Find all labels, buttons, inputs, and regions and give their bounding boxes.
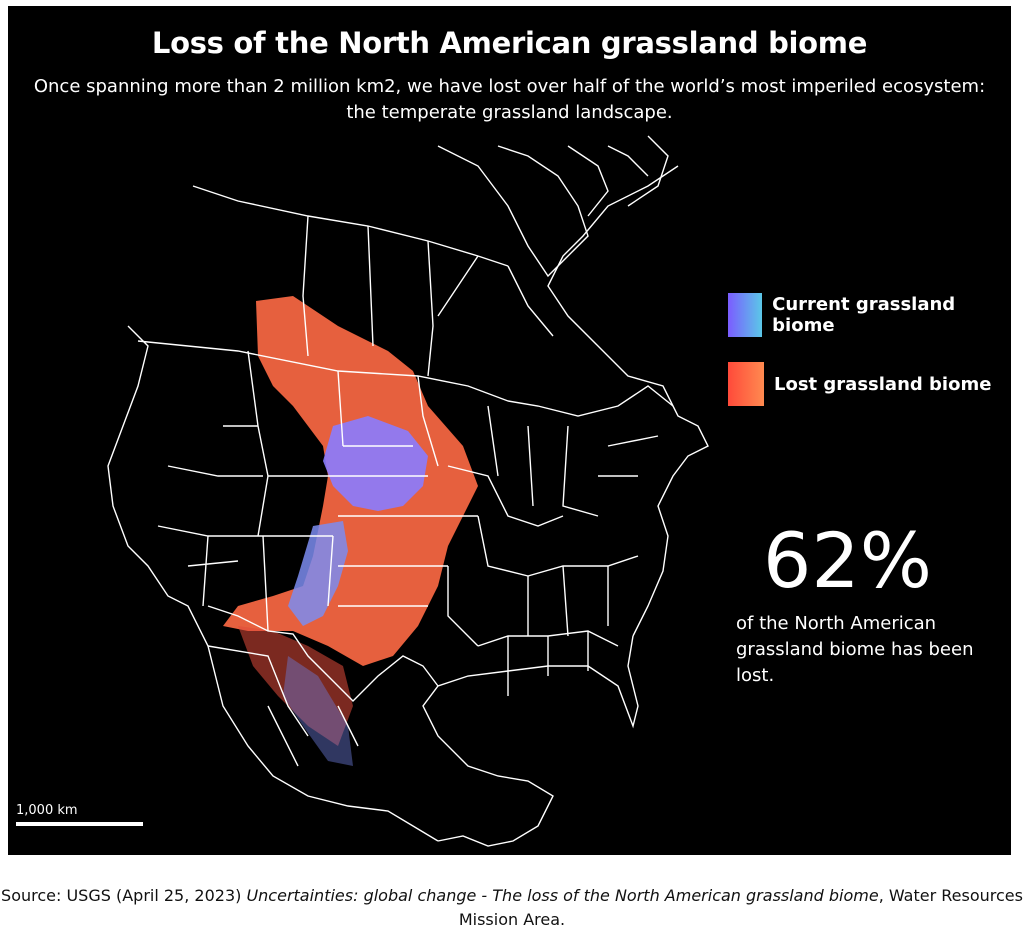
legend-lost-swatch	[728, 362, 764, 406]
page-subtitle: Once spanning more than 2 million km2, w…	[33, 76, 986, 123]
source-suffix: , Water Resources Mission Area.	[458, 886, 1023, 929]
legend-current: Current grassland biome	[728, 293, 1011, 337]
scale-bar-label: 1,000 km	[16, 803, 78, 818]
north-america-map	[107, 135, 709, 847]
loss-percentage: 62%	[763, 516, 932, 605]
source-prefix: Source: USGS (April 25, 2023)	[1, 886, 247, 905]
loss-caption: of the North American grassland biome ha…	[736, 613, 974, 686]
legend-current-swatch	[728, 293, 763, 337]
source-citation: Source: USGS (April 25, 2023) Uncertaint…	[0, 884, 1024, 932]
gulf-coast-outline	[422, 635, 639, 847]
source-work-title: Uncertainties: global change - The loss …	[246, 886, 879, 905]
legend-current-label: Current grassland biome	[772, 294, 956, 336]
us-canada-border	[137, 340, 674, 417]
us-mexico-border	[207, 605, 439, 702]
west-coast-outline	[107, 325, 439, 842]
east-coast-outline	[547, 165, 709, 637]
infographic-panel: Loss of the North American grassland bio…	[8, 6, 1011, 855]
page-title: Loss of the North American grassland bio…	[151, 26, 868, 60]
hudson-bay-outline	[437, 145, 589, 278]
boundary-lines	[107, 135, 709, 847]
legend-lost-label: Lost grassland biome	[774, 373, 992, 395]
legend-lost: Lost grassland biome	[728, 362, 991, 406]
scale-bar	[16, 822, 143, 826]
current-grassland-region	[283, 416, 428, 766]
lost-grassland-region	[223, 296, 478, 746]
